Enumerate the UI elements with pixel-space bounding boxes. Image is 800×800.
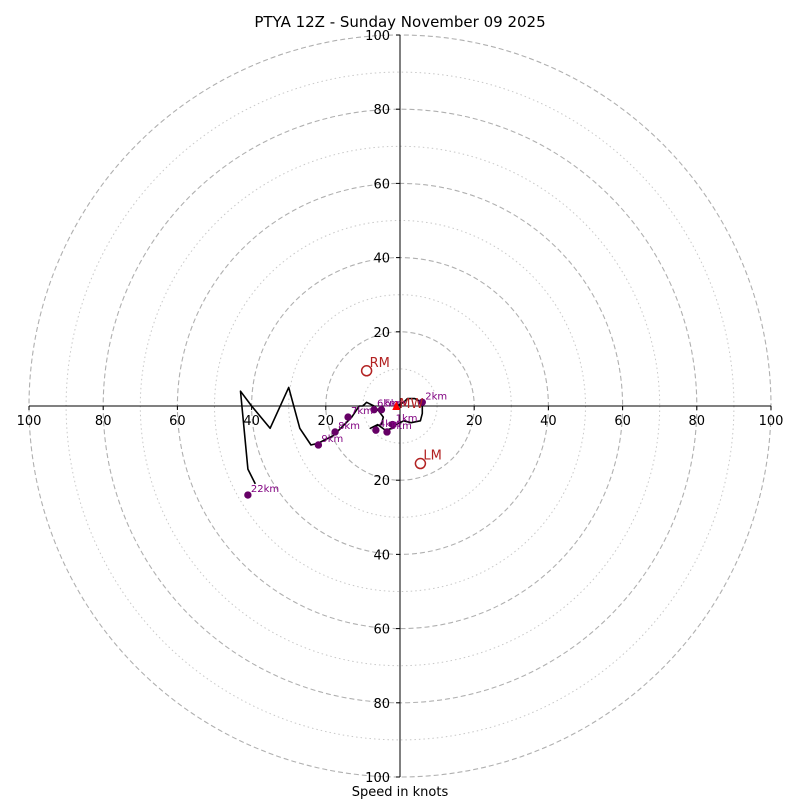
x-tick-label-left-100: 100 (17, 414, 42, 429)
y-tick-label-top-100: 100 (365, 29, 390, 44)
y-tick-label-bottom-60: 60 (373, 623, 390, 638)
height-marker-7km (344, 413, 352, 421)
y-tick-label-top-80: 80 (373, 103, 390, 118)
y-tick-label-top-60: 60 (373, 177, 390, 192)
x-tick-label-right-80: 80 (689, 414, 706, 429)
storm-motion-marker-LM (414, 457, 427, 470)
height-marker-2km (418, 398, 426, 406)
x-tick-label-right-60: 60 (614, 414, 631, 429)
tick-label-group: 20 20 20 20 40 40 40 40 60 60 60 60 80 80 80 80 100 100 10… (17, 29, 784, 786)
height-marker-6km (370, 406, 378, 414)
height-marker-5km (377, 406, 386, 414)
x-tick-label-left-80: 80 (95, 414, 112, 429)
height-marker-22km (244, 491, 252, 499)
height-marker-label-9km: 9km (321, 434, 343, 445)
storm-motion-label-MW: MW (399, 397, 423, 412)
x-tick-label-right-100: 100 (759, 414, 784, 429)
height-marker-label-22km: 22km (251, 484, 279, 495)
chart-title: PTYA 12Z - Sunday November 09 2025 (254, 13, 545, 31)
height-marker-label-6km: 6km (377, 399, 399, 410)
y-tick-label-bottom-20: 20 (373, 474, 390, 489)
height-marker-3km (383, 428, 391, 436)
x-axis-label: Speed in knots (352, 785, 449, 800)
height-marker-label-2km: 2km (425, 391, 447, 402)
height-marker-label-8km: 8km (338, 421, 360, 432)
x-tick-label-right-20: 20 (466, 414, 483, 429)
x-tick-label-left-60: 60 (169, 414, 186, 429)
height-marker-1km (388, 420, 397, 429)
y-tick-label-top-20: 20 (373, 326, 390, 341)
x-tick-label-left-40: 40 (243, 414, 260, 429)
height-marker-label-3km: 3km (390, 421, 412, 432)
y-tick-label-bottom-100: 100 (365, 771, 390, 786)
height-marker-label-4km: 4km (379, 419, 401, 430)
storm-motion-marker-RM (360, 365, 373, 377)
storm-motion-label-LM: LM (423, 449, 441, 464)
storm-motion-label-RM: RM (370, 356, 390, 371)
x-tick-label-right-40: 40 (540, 414, 557, 429)
height-marker-label-1km: 1km (396, 414, 418, 425)
storm-motion-marker-MW (392, 401, 401, 410)
axes-group (29, 35, 771, 777)
x-tick-label-left-20: 20 (318, 414, 335, 429)
height-marker-4km (372, 426, 380, 434)
height-marker-9km (314, 441, 323, 449)
storm-motion-group: RM LM MW (360, 356, 442, 470)
y-tick-label-bottom-80: 80 (373, 697, 390, 712)
height-marker-label-7km: 7km (351, 406, 373, 417)
y-tick-label-top-40: 40 (373, 252, 390, 267)
y-tick-label-bottom-40: 40 (373, 548, 390, 563)
height-marker-8km (331, 428, 339, 436)
